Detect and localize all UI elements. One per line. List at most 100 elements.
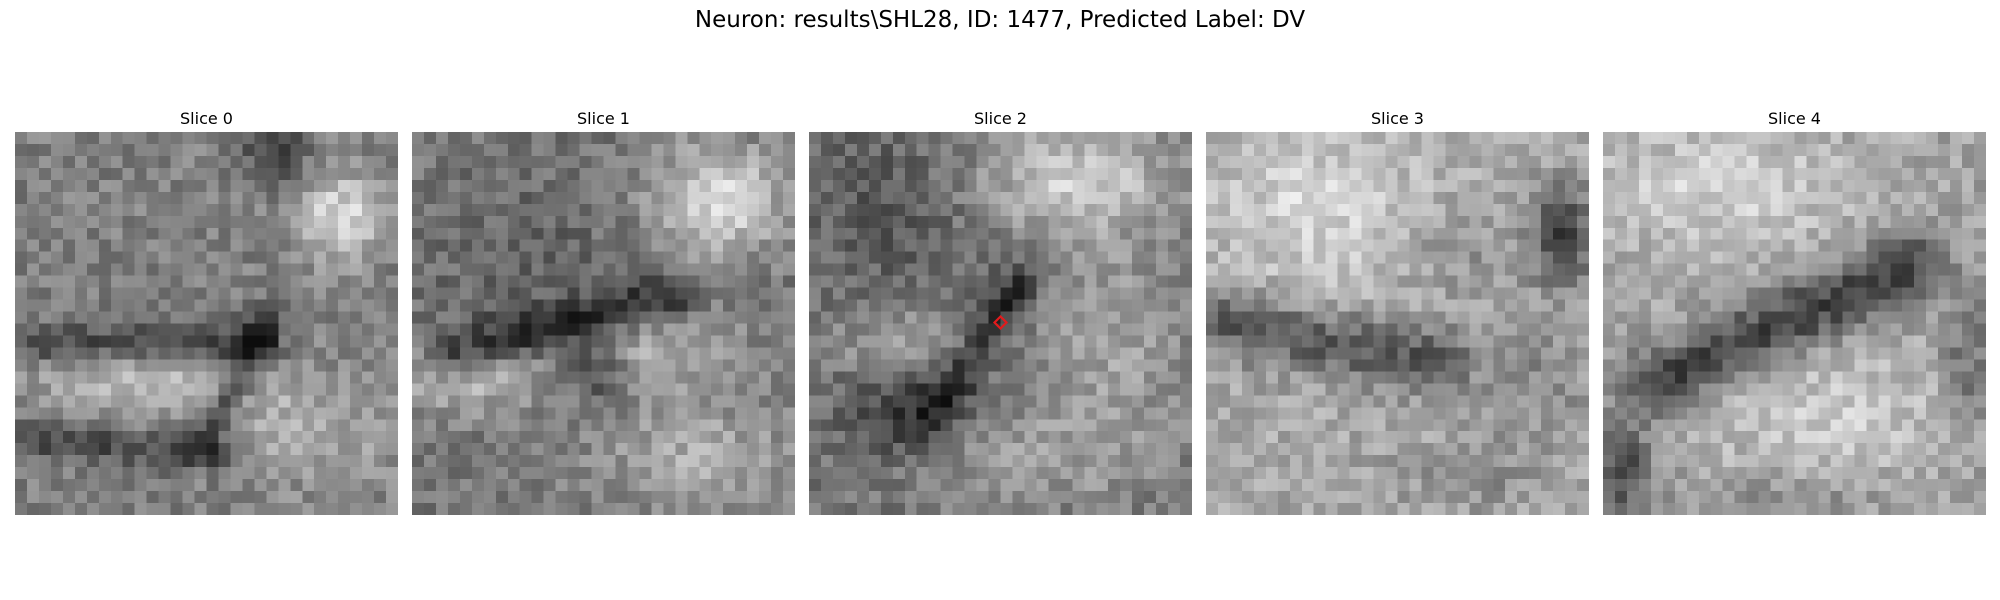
pixel bbox=[964, 503, 978, 515]
pixel bbox=[1361, 383, 1375, 396]
pixel bbox=[1108, 395, 1121, 408]
pixel bbox=[98, 443, 112, 456]
pixel bbox=[1481, 371, 1494, 384]
pixel bbox=[412, 335, 425, 349]
pixel bbox=[904, 383, 918, 396]
pixel bbox=[74, 251, 88, 265]
pixel bbox=[1926, 371, 1939, 384]
pixel bbox=[314, 275, 327, 289]
pixel bbox=[543, 287, 557, 301]
pixel bbox=[892, 419, 906, 432]
pixel bbox=[1469, 311, 1482, 325]
pixel bbox=[98, 503, 112, 515]
pixel bbox=[1758, 323, 1772, 337]
pixel bbox=[1662, 227, 1676, 241]
pixel bbox=[687, 419, 700, 432]
pixel bbox=[1241, 227, 1255, 241]
pixel bbox=[844, 251, 858, 265]
pixel bbox=[1036, 203, 1049, 217]
pixel bbox=[1132, 179, 1145, 193]
pixel bbox=[1698, 347, 1712, 361]
pixel bbox=[1553, 323, 1566, 337]
pixel bbox=[1156, 275, 1169, 289]
pixel bbox=[1229, 275, 1243, 289]
pixel bbox=[1734, 359, 1748, 372]
pixel bbox=[1626, 383, 1640, 396]
pixel bbox=[1603, 455, 1616, 468]
pixel bbox=[158, 347, 172, 361]
pixel bbox=[711, 299, 724, 313]
pixel bbox=[1072, 335, 1085, 349]
pixel bbox=[627, 191, 641, 205]
pixel bbox=[1650, 419, 1664, 432]
pixel bbox=[1206, 132, 1219, 145]
pixel bbox=[1842, 227, 1855, 241]
pixel bbox=[591, 132, 605, 145]
pixel bbox=[1048, 371, 1061, 384]
pixel bbox=[74, 323, 88, 337]
pixel bbox=[350, 203, 363, 217]
pixel bbox=[988, 395, 1002, 408]
pixel bbox=[844, 299, 858, 313]
pixel bbox=[1421, 227, 1435, 241]
pixel bbox=[904, 275, 918, 289]
pixel bbox=[1517, 311, 1530, 325]
pixel bbox=[15, 479, 28, 492]
pixel bbox=[1206, 215, 1219, 229]
pixel bbox=[567, 311, 581, 325]
pixel bbox=[15, 491, 28, 504]
pixel bbox=[1529, 299, 1542, 313]
pixel bbox=[1229, 167, 1243, 181]
pixel bbox=[134, 359, 148, 372]
pixel bbox=[868, 263, 882, 277]
pixel bbox=[723, 467, 736, 480]
pixel bbox=[146, 455, 160, 468]
pixel bbox=[1854, 263, 1867, 277]
pixel bbox=[98, 299, 112, 313]
pixel bbox=[1084, 431, 1097, 444]
pixel bbox=[567, 143, 581, 157]
pixel bbox=[1144, 299, 1157, 313]
pixel bbox=[663, 239, 676, 253]
pixel bbox=[495, 371, 509, 384]
pixel bbox=[412, 443, 425, 456]
pixel bbox=[615, 347, 629, 361]
pixel bbox=[1397, 467, 1411, 480]
pixel bbox=[1132, 431, 1145, 444]
pixel bbox=[1517, 467, 1530, 480]
pixel bbox=[412, 359, 425, 372]
pixel bbox=[447, 323, 461, 337]
pixel bbox=[1277, 287, 1291, 301]
pixel bbox=[1650, 215, 1664, 229]
pixel bbox=[435, 191, 449, 205]
pixel bbox=[1553, 203, 1566, 217]
pixel bbox=[122, 431, 136, 444]
pixel bbox=[928, 203, 942, 217]
pixel bbox=[892, 143, 906, 157]
pixel bbox=[1229, 383, 1243, 396]
pixel bbox=[1048, 263, 1061, 277]
pixel bbox=[386, 251, 398, 265]
pixel bbox=[50, 263, 64, 277]
pixel bbox=[531, 167, 545, 181]
pixel bbox=[1180, 407, 1192, 420]
pixel bbox=[98, 132, 112, 145]
pixel bbox=[1337, 311, 1351, 325]
pixel bbox=[567, 467, 581, 480]
pixel bbox=[507, 407, 521, 420]
pixel bbox=[1541, 287, 1554, 301]
pixel bbox=[627, 371, 641, 384]
pixel bbox=[1253, 431, 1267, 444]
pixel bbox=[1926, 335, 1939, 349]
pixel bbox=[651, 251, 664, 265]
pixel bbox=[519, 383, 533, 396]
pixel bbox=[362, 155, 375, 169]
pixel bbox=[1650, 383, 1664, 396]
pixel bbox=[820, 311, 834, 325]
pixel bbox=[1890, 419, 1903, 432]
pixel bbox=[1517, 287, 1530, 301]
pixel bbox=[928, 335, 942, 349]
pixel bbox=[1638, 311, 1652, 325]
pixel bbox=[880, 431, 894, 444]
pixel bbox=[1000, 395, 1014, 408]
